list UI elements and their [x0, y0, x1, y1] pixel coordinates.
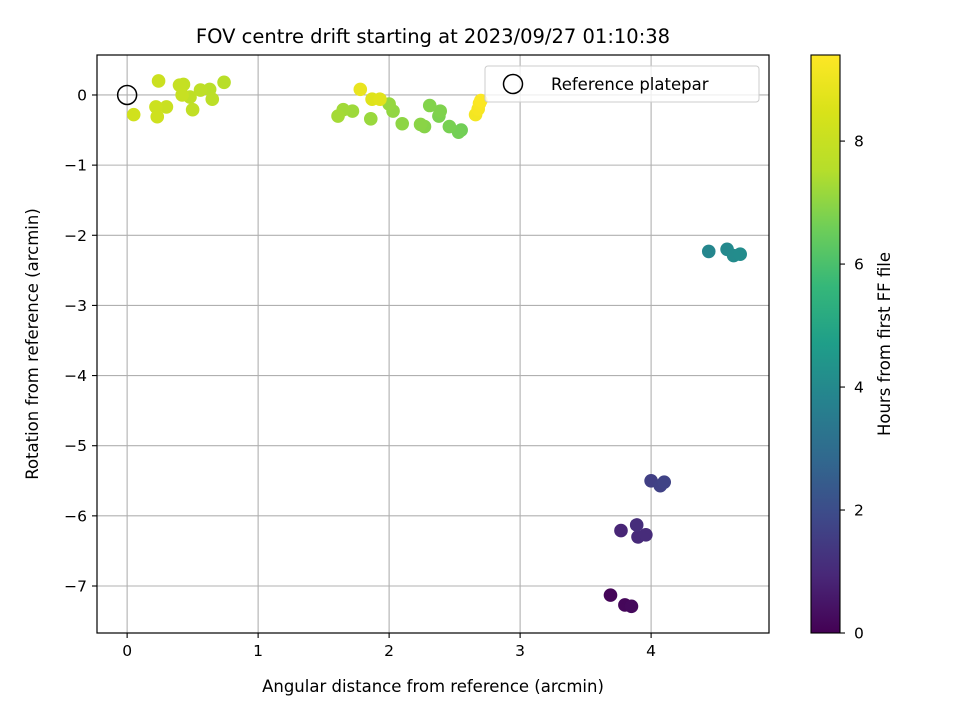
reference-platepar-marker: [116, 84, 138, 106]
x-tick-label: 1: [253, 642, 263, 660]
data-point: [733, 247, 747, 262]
y-axis: 0 −1 −2 −3 −4 −5 −6 −7: [64, 86, 97, 596]
legend-reference-marker: [502, 73, 524, 95]
colorbar-gradient: [810, 54, 841, 634]
data-point: [175, 88, 189, 102]
data-point: [422, 98, 437, 113]
grid: [97, 55, 769, 633]
data-point: [413, 117, 428, 132]
data-point: [363, 112, 378, 126]
y-tick-label: −4: [64, 367, 87, 385]
data-point: [657, 475, 672, 489]
data-point: [629, 518, 644, 532]
y-tick-label: −5: [64, 437, 87, 455]
y-axis-label: Rotation from reference (arcmin): [23, 208, 42, 480]
colorbar: 0 2 4 6 8 Hours from first FF file: [810, 54, 894, 643]
colorbar-tick-label: 0: [854, 625, 864, 643]
data-point: [442, 119, 457, 134]
data-point: [193, 83, 208, 97]
data-point: [395, 116, 410, 131]
y-tick-label: 0: [77, 86, 87, 104]
data-point: [159, 100, 174, 114]
colorbar-tick-label: 2: [854, 502, 864, 520]
y-tick-label: −7: [64, 578, 87, 596]
chart-title: FOV centre drift starting at 2023/09/27 …: [196, 25, 670, 48]
plot-frame: [96, 54, 770, 634]
data-point: [639, 527, 653, 542]
y-tick-label: −1: [64, 157, 87, 175]
data-point: [603, 588, 618, 602]
colorbar-ticks: 0 2 4 6 8: [840, 133, 864, 643]
data-point: [614, 523, 628, 538]
data-point: [624, 599, 639, 614]
x-axis-label: Angular distance from reference (arcmin): [262, 677, 604, 696]
y-tick-label: −3: [64, 297, 87, 315]
data-point: [373, 92, 387, 106]
data-point: [185, 102, 200, 117]
data-point: [701, 244, 716, 259]
data-point: [331, 109, 345, 123]
data-point: [474, 93, 488, 108]
x-axis: 0 1 2 3 4: [122, 633, 656, 660]
legend-box: [484, 65, 760, 103]
data-point: [353, 82, 368, 97]
x-tick-label: 0: [122, 642, 132, 660]
y-tick-label: −2: [64, 227, 87, 245]
data-point: [217, 75, 231, 90]
x-tick-label: 3: [515, 642, 525, 660]
colorbar-tick-label: 8: [854, 133, 864, 151]
y-tick-label: −6: [64, 507, 87, 525]
x-tick-label: 4: [646, 642, 656, 660]
legend-entry-reference: Reference platepar: [551, 75, 709, 94]
data-point: [150, 109, 165, 124]
legend: Reference platepar: [484, 65, 760, 103]
data-point: [126, 107, 141, 122]
colorbar-label: Hours from first FF file: [875, 252, 894, 436]
data-point: [151, 74, 166, 88]
data-point: [433, 104, 448, 118]
colorbar-tick-label: 6: [854, 256, 864, 274]
data-point: [205, 92, 220, 106]
colorbar-tick-label: 4: [854, 379, 864, 397]
data-points: [116, 74, 747, 614]
x-tick-label: 2: [384, 642, 394, 660]
